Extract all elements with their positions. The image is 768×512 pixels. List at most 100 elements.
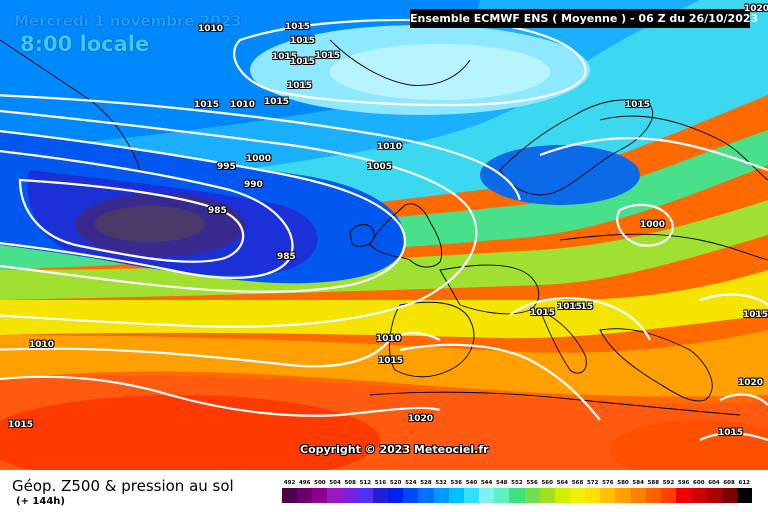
z500-trough-north-sea	[480, 145, 640, 205]
legend-tick-label: 580	[617, 480, 629, 486]
footer: Géop. Z500 & pression au sol (+ 144h) 49…	[0, 470, 768, 512]
z500-ridge-core	[330, 44, 550, 100]
isobar-label: 990	[244, 180, 263, 190]
isobar-label: 1000	[640, 220, 666, 230]
isobar-1010-med	[399, 343, 601, 421]
isobar-1020	[0, 375, 441, 417]
legend-tick-label: 520	[389, 480, 402, 486]
legend-tick-label: 540	[465, 480, 478, 486]
legend-swatch	[463, 488, 480, 503]
isobar-label: 1010	[29, 340, 55, 350]
forecast-date: Mercredi 1 novembre 2023	[14, 12, 242, 30]
france-coast	[439, 264, 540, 315]
isobar-label: 1020	[408, 414, 434, 424]
legend-tick-label: 564	[556, 480, 569, 486]
legend-tick-label: 572	[586, 480, 599, 486]
z500-band-568	[0, 270, 768, 339]
legend-tick-label: 512	[359, 480, 372, 486]
forecast-local-time: 8:00 locale	[20, 32, 150, 56]
legend-tick-label: 504	[329, 480, 341, 486]
legend-tick-label: 560	[541, 480, 553, 486]
isobar-label: 1020	[744, 4, 768, 14]
legend-tick-label: 608	[723, 480, 735, 486]
legend-tick-label: 592	[662, 480, 675, 486]
isobar-label: 1015	[378, 356, 404, 366]
isobar-label: 1015	[718, 428, 744, 438]
legend-tick-label: 500	[314, 480, 326, 486]
legend-swatch	[433, 488, 449, 503]
isobar-1000-east	[616, 203, 674, 247]
z500-color-legend: 492 496 500 504 508 512 516 520 524 528 532 536 540 5…	[282, 480, 752, 503]
legend-swatch	[327, 488, 343, 503]
legend-tick-label: 568	[571, 480, 584, 486]
legend-swatch	[524, 488, 540, 503]
legend-tick-label: 604	[708, 480, 720, 486]
legend-swatch	[569, 488, 586, 503]
isobar-label: 995	[217, 162, 236, 172]
isobar-label: 1015	[264, 97, 290, 107]
legend-tick-label: 584	[632, 480, 644, 486]
map-canvas	[0, 0, 768, 470]
legend-swatch	[630, 488, 646, 503]
legend-swatch	[372, 488, 389, 503]
legend-ticks: 492 496 500 504 508 512 516 520 524 528 532 536 540 5…	[282, 480, 752, 486]
legend-swatch	[691, 488, 707, 503]
isobar-label: 985	[277, 252, 296, 262]
legend-tick-label: 596	[677, 480, 690, 486]
legend-tick-label: 508	[344, 480, 356, 486]
scandinavia-coast	[499, 99, 654, 196]
isobar-1015-alps	[509, 297, 651, 341]
isobar-label: 1010	[377, 142, 403, 152]
legend-swatch	[554, 488, 570, 503]
legend-swatch	[342, 488, 358, 503]
isobar-1015-scandinavia	[539, 137, 768, 172]
isobar-label: 985	[208, 206, 227, 216]
legend-tick-label: 496	[298, 480, 311, 486]
z500-trough-center	[95, 206, 205, 242]
legend-swatch	[494, 488, 510, 503]
isobar-1015-east	[699, 293, 768, 306]
z500-band-576	[0, 330, 768, 397]
legend-swatch	[539, 488, 555, 503]
legend-swatch	[403, 488, 419, 503]
legend-swatch	[509, 488, 525, 503]
isobar-label: 1010	[230, 100, 256, 110]
legend-tick-label: 516	[374, 480, 387, 486]
legend-tick-label: 612	[738, 480, 750, 486]
legend-tick-label: 532	[435, 480, 447, 486]
isobar-label: 1015	[557, 302, 583, 312]
isobar-label: 1015	[625, 100, 651, 110]
legend-swatch	[282, 488, 298, 503]
legend-swatch	[706, 488, 722, 503]
isobar-1010-north	[0, 94, 522, 201]
isobar-label: 1015	[743, 310, 768, 320]
iceland-coast	[329, 39, 471, 86]
legend-tick-label: 576	[602, 480, 614, 486]
isobar-1015-southeast	[699, 432, 768, 442]
legend-swatch	[297, 488, 313, 503]
legend-tick-label: 552	[511, 480, 523, 486]
z500-high-subtropical	[0, 395, 380, 470]
isobar-1000	[0, 130, 406, 293]
isobar-label: 1015	[290, 36, 316, 46]
isobar-label: 1015	[568, 302, 594, 312]
isobar-995	[0, 150, 294, 279]
isobar-label: 1015	[194, 100, 220, 110]
isobar-990	[18, 178, 245, 263]
model-run-label: Ensemble ECMWF ENS ( Moyenne ) - 06 Z du…	[410, 9, 758, 28]
isobars	[0, 18, 768, 442]
isobar-1015-ridge	[233, 18, 587, 107]
isobar-label: 1015	[287, 81, 313, 91]
legend-tick-label: 548	[496, 480, 508, 486]
legend-tick-label: 528	[420, 480, 432, 486]
legend-swatch	[448, 488, 464, 503]
isobar-label: 1015	[530, 308, 556, 318]
product-title: Géop. Z500 & pression au sol	[12, 477, 234, 495]
legend-swatch	[479, 488, 495, 503]
iberia-coast	[389, 301, 475, 378]
legend-tick-label: 544	[480, 480, 493, 486]
legend-tick-label: 492	[283, 480, 296, 486]
italy-coast	[539, 309, 587, 374]
balkans-coast	[599, 328, 713, 402]
